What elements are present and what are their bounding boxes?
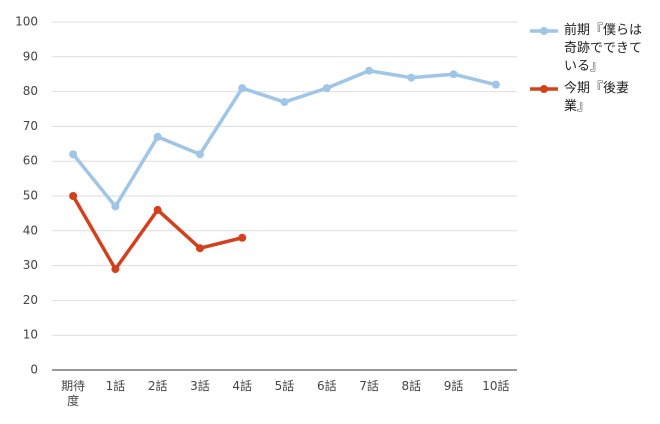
data-point — [238, 84, 247, 93]
legend-label: 前期『僕らは奇跡でできている』 — [564, 23, 643, 74]
y-tick-label: 50 — [23, 189, 38, 203]
y-tick-label: 70 — [23, 119, 38, 133]
x-tick-label: 6話 — [316, 379, 337, 393]
legend-marker — [540, 85, 548, 93]
y-tick-label: 60 — [23, 154, 38, 168]
data-point — [69, 192, 78, 200]
legend-marker — [540, 27, 548, 35]
x-tick-label: 10話 — [482, 379, 510, 393]
data-point — [111, 202, 120, 211]
x-tick-label: 2話 — [147, 379, 168, 393]
y-tick-label: 20 — [23, 293, 38, 307]
x-tick-label: 3話 — [190, 379, 210, 393]
data-point — [111, 265, 120, 274]
data-point — [69, 150, 78, 159]
x-tick-label: 期待度 — [61, 379, 86, 408]
y-tick-label: 10 — [23, 328, 38, 342]
y-tick-label: 30 — [23, 258, 38, 272]
data-point — [153, 132, 162, 141]
x-tick-label: 9話 — [443, 379, 464, 393]
legend-label: 今期『後妻業』 — [564, 81, 630, 114]
x-tick-label: 7話 — [359, 379, 379, 393]
data-point — [365, 66, 374, 75]
data-point — [322, 84, 331, 93]
data-point — [153, 205, 162, 214]
data-point — [195, 244, 204, 253]
y-tick-label: 100 — [15, 15, 38, 29]
data-point — [407, 73, 416, 82]
data-point — [238, 233, 247, 242]
data-point — [195, 150, 204, 159]
data-point — [491, 80, 500, 89]
x-tick-label: 5話 — [274, 379, 295, 393]
x-tick-label: 8話 — [401, 379, 422, 393]
y-tick-label: 90 — [23, 49, 38, 63]
data-point — [280, 98, 289, 107]
series-line — [71, 68, 497, 209]
data-point — [449, 70, 458, 79]
y-tick-label: 0 — [30, 363, 38, 377]
x-tick-label: 1話 — [105, 379, 126, 393]
x-tick-label: 4話 — [232, 379, 253, 393]
y-tick-label: 40 — [23, 223, 38, 237]
y-tick-label: 80 — [23, 84, 38, 98]
